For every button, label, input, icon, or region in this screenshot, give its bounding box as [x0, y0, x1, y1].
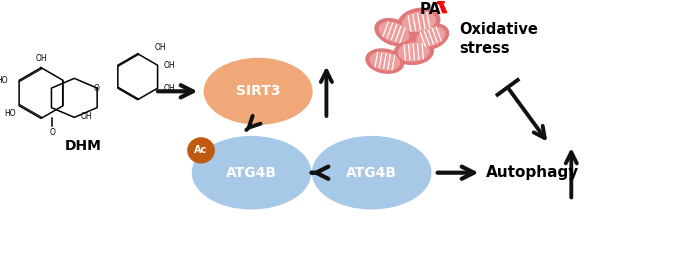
- Ellipse shape: [379, 22, 409, 42]
- Text: Oxidative
stress: Oxidative stress: [460, 22, 538, 56]
- Ellipse shape: [398, 8, 440, 35]
- Ellipse shape: [366, 49, 403, 73]
- Text: OH: OH: [35, 54, 47, 63]
- Text: O: O: [49, 128, 55, 137]
- Text: Autophagy: Autophagy: [486, 165, 580, 180]
- Text: ATG4B: ATG4B: [346, 166, 397, 180]
- Text: OH: OH: [164, 84, 175, 93]
- Ellipse shape: [394, 39, 434, 64]
- Text: OH: OH: [80, 112, 92, 121]
- Text: DHM: DHM: [65, 139, 102, 153]
- Text: HO: HO: [4, 109, 16, 118]
- Text: ATG4B: ATG4B: [226, 166, 277, 180]
- Text: Ac: Ac: [195, 145, 208, 155]
- Ellipse shape: [413, 24, 449, 50]
- Ellipse shape: [188, 138, 214, 163]
- Ellipse shape: [375, 19, 413, 46]
- Ellipse shape: [192, 136, 311, 209]
- Ellipse shape: [403, 12, 435, 31]
- Text: O: O: [94, 84, 99, 93]
- Text: SIRT3: SIRT3: [236, 84, 280, 98]
- Ellipse shape: [417, 27, 445, 46]
- Text: OH: OH: [155, 43, 166, 52]
- Polygon shape: [437, 0, 447, 13]
- Ellipse shape: [399, 43, 429, 61]
- Ellipse shape: [370, 52, 399, 70]
- Text: PA: PA: [420, 2, 442, 17]
- Ellipse shape: [204, 58, 312, 124]
- Text: OH: OH: [164, 61, 175, 70]
- Text: HO: HO: [0, 76, 8, 85]
- Ellipse shape: [312, 136, 431, 209]
